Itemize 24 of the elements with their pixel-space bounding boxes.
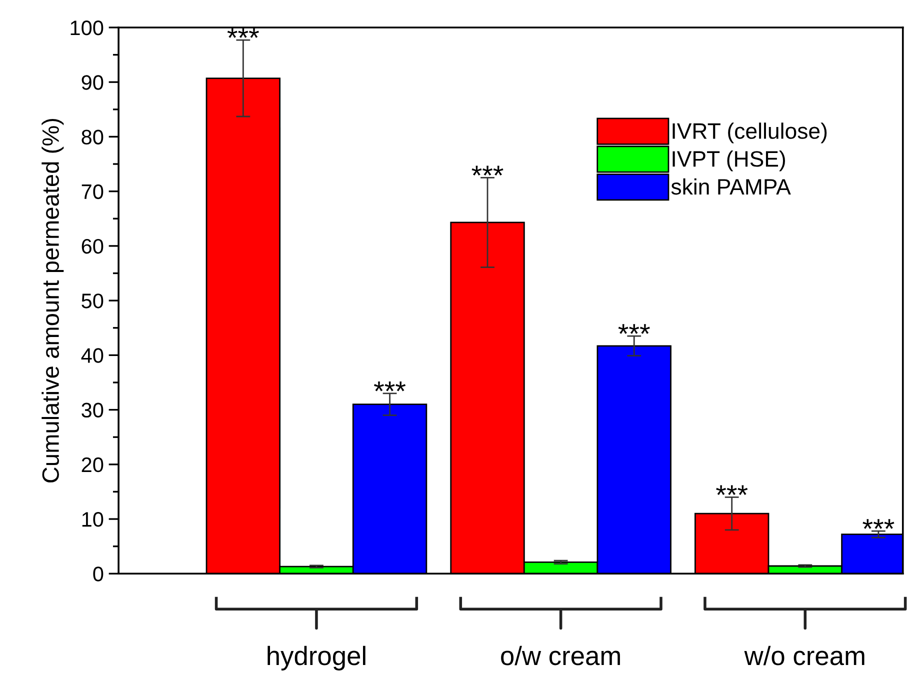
y-tick-label: 70 xyxy=(82,184,104,200)
y-tick-label: 30 xyxy=(82,402,104,418)
data-label: *** xyxy=(227,28,259,38)
y-tick-label: 100 xyxy=(70,20,104,36)
legend-label: IVRT (cellulose) xyxy=(672,122,827,144)
y-axis-title: Cumulative amount permeated (%) xyxy=(42,118,64,482)
data-label: *** xyxy=(716,485,748,496)
y-tick-label: 10 xyxy=(82,512,104,527)
y-tick-label: 40 xyxy=(81,348,104,363)
y-tick-label: 50 xyxy=(82,294,104,308)
legend-label: IVPT (HSE) xyxy=(672,150,785,172)
x-tick-label: w/o cream xyxy=(744,646,864,666)
x-tick-label: o/w cream xyxy=(501,646,620,666)
data-label: *** xyxy=(374,381,406,392)
y-tick-label: 0 xyxy=(93,566,104,582)
y-tick-label: 20 xyxy=(82,457,104,472)
legend-label: skin PAMPA xyxy=(671,178,791,195)
data-label: *** xyxy=(472,166,504,176)
y-tick-label: 80 xyxy=(82,130,104,144)
x-tick-label: hydrogel xyxy=(268,646,366,670)
y-tick-label: 60 xyxy=(82,238,104,254)
y-tick-label: 90 xyxy=(82,75,104,90)
data-label: *** xyxy=(618,324,650,334)
data-label: *** xyxy=(862,519,894,529)
